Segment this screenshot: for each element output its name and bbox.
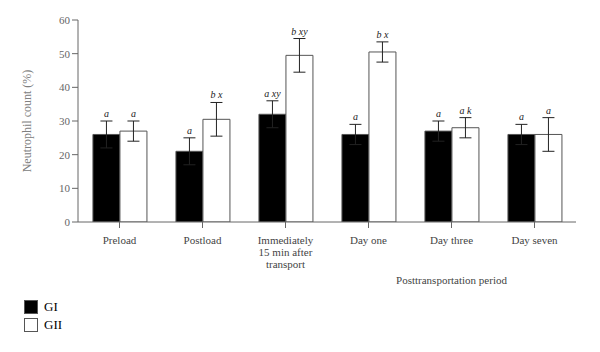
svg-text:30: 30 bbox=[59, 115, 71, 127]
svg-text:Postload: Postload bbox=[184, 234, 222, 246]
svg-text:50: 50 bbox=[59, 48, 71, 60]
svg-text:Immediately15 min aftertranspo: Immediately15 min aftertransport bbox=[258, 234, 314, 270]
svg-text:a xy: a xy bbox=[264, 88, 281, 99]
svg-text:Day one: Day one bbox=[350, 234, 387, 246]
svg-text:0: 0 bbox=[65, 216, 71, 228]
svg-text:a: a bbox=[519, 111, 524, 122]
svg-text:Day seven: Day seven bbox=[511, 234, 558, 246]
svg-text:b x: b x bbox=[210, 89, 223, 100]
svg-text:a: a bbox=[187, 125, 192, 136]
svg-text:Neutrophil count (%): Neutrophil count (%) bbox=[20, 70, 34, 173]
svg-text:a: a bbox=[546, 105, 551, 116]
svg-text:a k: a k bbox=[459, 105, 472, 116]
svg-text:Day three: Day three bbox=[430, 234, 473, 246]
svg-text:a: a bbox=[131, 108, 136, 119]
svg-text:a: a bbox=[353, 111, 358, 122]
html-text:GII: GII bbox=[44, 317, 62, 332]
svg-text:a: a bbox=[104, 108, 109, 119]
svg-text:b xy: b xy bbox=[291, 26, 308, 37]
svg-text:Preload: Preload bbox=[103, 234, 137, 246]
svg-text:20: 20 bbox=[59, 149, 71, 161]
svg-text:a: a bbox=[436, 108, 441, 119]
svg-text:Posttransportation period: Posttransportation period bbox=[396, 274, 507, 286]
svg-text:60: 60 bbox=[59, 14, 71, 26]
html-text:GI: GI bbox=[44, 299, 58, 314]
svg-text:b x: b x bbox=[376, 29, 389, 40]
svg-text:40: 40 bbox=[59, 81, 71, 93]
svg-text:10: 10 bbox=[59, 182, 71, 194]
